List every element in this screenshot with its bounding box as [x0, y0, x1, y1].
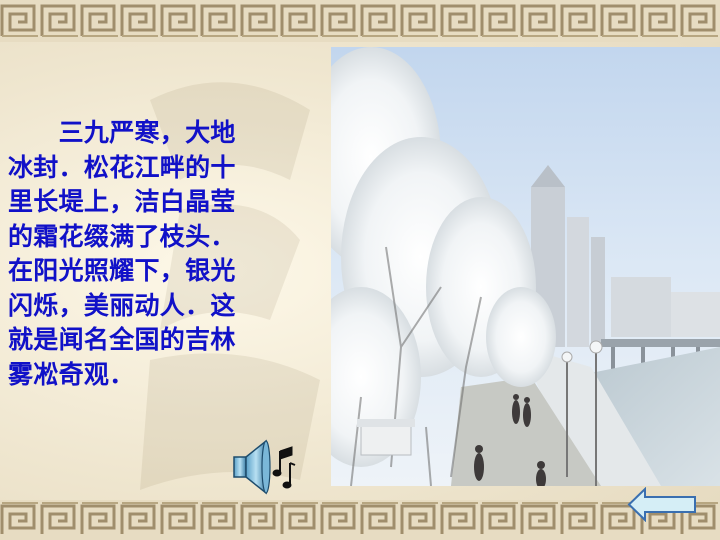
poem-line-8: 雾凇奇观． [8, 359, 135, 389]
rime-scenery-photo [331, 47, 720, 486]
speaker-sound-icon[interactable] [232, 437, 296, 497]
poem-text: 三九严寒，大地 冰封．松花江畔的十 里长堤上，洁白晶莹 的霜花缀满了枝头． 在阳… [8, 116, 300, 392]
poem-line-1: 三九严寒，大地 [8, 118, 236, 147]
poem-line-6: 闪烁，美丽动人．这 [8, 290, 236, 320]
bottom-decorative-border [0, 500, 720, 540]
watermark-calligraphy [140, 82, 320, 490]
back-arrow-button[interactable] [627, 487, 697, 522]
poem-line-4: 的霜花缀满了枝头． [8, 221, 236, 251]
poem-line-2: 冰封．松花江畔的十 [8, 152, 236, 182]
poem-line-3: 里长堤上，洁白晶莹 [8, 187, 236, 216]
poem-line-7: 就是闻名全国的吉林 [8, 325, 236, 354]
poem-line-5: 在阳光照耀下，银光 [8, 256, 236, 285]
top-decorative-border [0, 0, 720, 42]
